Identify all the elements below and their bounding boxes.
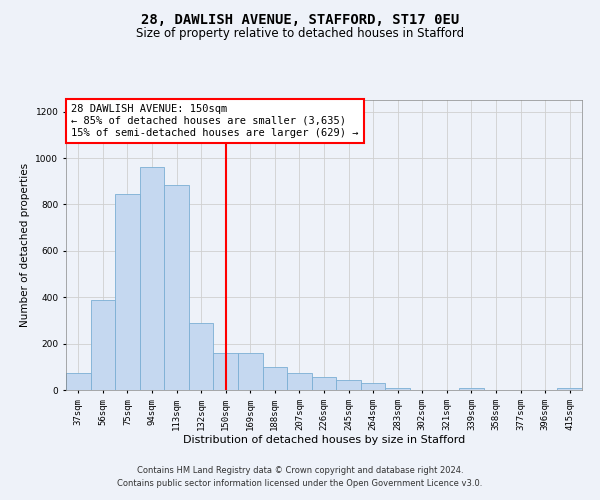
Bar [385, 388, 410, 390]
X-axis label: Distribution of detached houses by size in Stafford: Distribution of detached houses by size … [183, 436, 465, 446]
Bar [312, 377, 336, 390]
Text: Contains HM Land Registry data © Crown copyright and database right 2024.
Contai: Contains HM Land Registry data © Crown c… [118, 466, 482, 487]
Bar [238, 353, 263, 390]
Bar [263, 367, 287, 390]
Text: Size of property relative to detached houses in Stafford: Size of property relative to detached ho… [136, 28, 464, 40]
Text: 28 DAWLISH AVENUE: 150sqm
← 85% of detached houses are smaller (3,635)
15% of se: 28 DAWLISH AVENUE: 150sqm ← 85% of detac… [71, 104, 359, 138]
Bar [459, 388, 484, 390]
Bar [214, 353, 238, 390]
Bar [66, 372, 91, 390]
Bar [91, 300, 115, 390]
Bar [336, 380, 361, 390]
Bar [189, 322, 214, 390]
Text: 28, DAWLISH AVENUE, STAFFORD, ST17 0EU: 28, DAWLISH AVENUE, STAFFORD, ST17 0EU [141, 12, 459, 26]
Y-axis label: Number of detached properties: Number of detached properties [20, 163, 30, 327]
Bar [361, 383, 385, 390]
Bar [115, 194, 140, 390]
Bar [557, 388, 582, 390]
Bar [287, 372, 312, 390]
Bar [164, 184, 189, 390]
Bar [140, 168, 164, 390]
